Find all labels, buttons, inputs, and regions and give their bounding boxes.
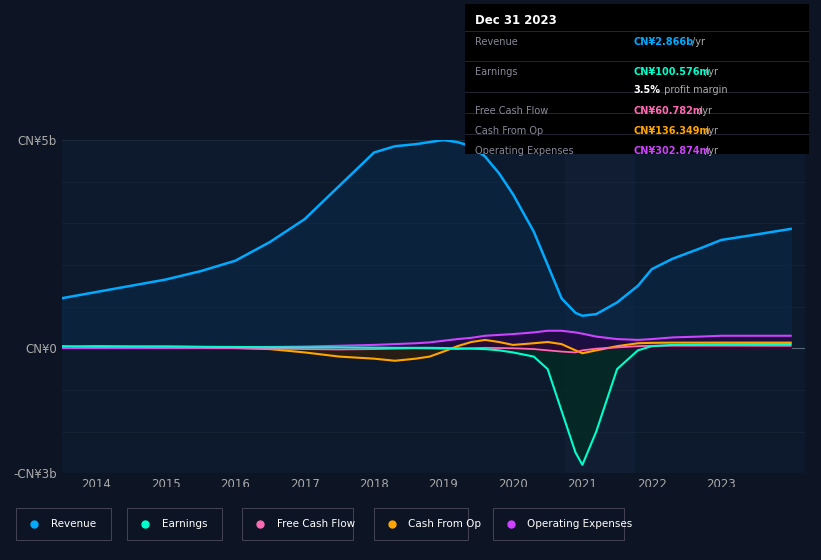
Text: CN¥302.874m: CN¥302.874m xyxy=(633,146,710,156)
Text: /yr: /yr xyxy=(704,67,718,77)
Bar xyxy=(565,140,635,473)
Text: /yr: /yr xyxy=(704,126,718,136)
Text: /yr: /yr xyxy=(692,38,705,48)
Text: /yr: /yr xyxy=(699,106,712,116)
Text: Operating Expenses: Operating Expenses xyxy=(475,146,574,156)
Text: /yr: /yr xyxy=(704,146,718,156)
Text: Free Cash Flow: Free Cash Flow xyxy=(475,106,548,116)
Text: Revenue: Revenue xyxy=(475,38,518,48)
Text: CN¥2.866b: CN¥2.866b xyxy=(633,38,694,48)
Text: Dec 31 2023: Dec 31 2023 xyxy=(475,15,557,27)
Text: 3.5%: 3.5% xyxy=(633,86,660,95)
Text: Operating Expenses: Operating Expenses xyxy=(527,519,632,529)
Text: Earnings: Earnings xyxy=(475,67,517,77)
Text: CN¥100.576m: CN¥100.576m xyxy=(633,67,709,77)
Text: Revenue: Revenue xyxy=(51,519,96,529)
Text: CN¥136.349m: CN¥136.349m xyxy=(633,126,709,136)
Text: Earnings: Earnings xyxy=(162,519,207,529)
Text: Free Cash Flow: Free Cash Flow xyxy=(277,519,355,529)
Text: Cash From Op: Cash From Op xyxy=(475,126,544,136)
Text: profit margin: profit margin xyxy=(662,86,728,95)
Text: Cash From Op: Cash From Op xyxy=(408,519,481,529)
Text: CN¥60.782m: CN¥60.782m xyxy=(633,106,703,116)
